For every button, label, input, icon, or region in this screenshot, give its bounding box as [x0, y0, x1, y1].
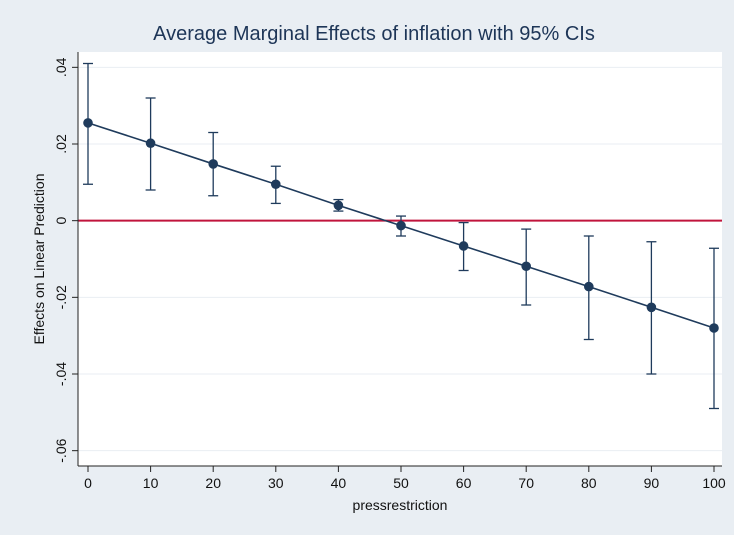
x-ticks: 0 10 20 30 40 50 60 70 80 90 100: [84, 466, 726, 491]
x-tick-label-90: 90: [644, 475, 660, 491]
data-point-90: [646, 302, 657, 313]
data-point-10: [145, 138, 156, 149]
data-point-100: [709, 323, 719, 333]
data-point-20: [208, 159, 218, 169]
y-tick-label-3: -.02: [53, 285, 69, 309]
data-point-80: [584, 281, 594, 292]
x-tick-label-100: 100: [702, 475, 726, 491]
y-tick-label-1: .02: [53, 134, 69, 154]
plot-area: [78, 52, 722, 466]
x-tick-label-40: 40: [331, 475, 347, 491]
y-tick-label-2: 0: [53, 217, 69, 225]
x-tick-label-0: 0: [84, 475, 92, 491]
axes-group: [77, 52, 722, 467]
series-group: [83, 62, 719, 410]
x-tick-label-10: 10: [143, 475, 159, 491]
y-axis-label: Effects on Linear Prediction: [31, 174, 47, 345]
x-axis-label: pressrestriction: [353, 497, 448, 513]
y-ticks: .04 .02 0 -.02 -.04 -.06: [53, 57, 78, 463]
data-point-70: [521, 261, 531, 272]
x-tick-label-70: 70: [518, 475, 534, 491]
x-tick-label-50: 50: [393, 475, 409, 491]
x-tick-label-80: 80: [581, 475, 597, 491]
data-point-0: [83, 118, 93, 128]
y-tick-label-5: -.06: [53, 438, 69, 462]
data-point-50: [396, 220, 406, 231]
data-point-30: [271, 179, 281, 190]
y-tick-label-0: .04: [53, 57, 69, 77]
chart-title: Average Marginal Effects of inflation wi…: [153, 23, 595, 45]
x-tick-label-30: 30: [268, 475, 284, 491]
x-tick-label-20: 20: [205, 475, 221, 491]
data-point-40: [333, 200, 344, 211]
y-tick-label-4: -.04: [53, 362, 69, 386]
x-tick-label-60: 60: [456, 475, 472, 491]
data-point-60: [458, 241, 469, 251]
